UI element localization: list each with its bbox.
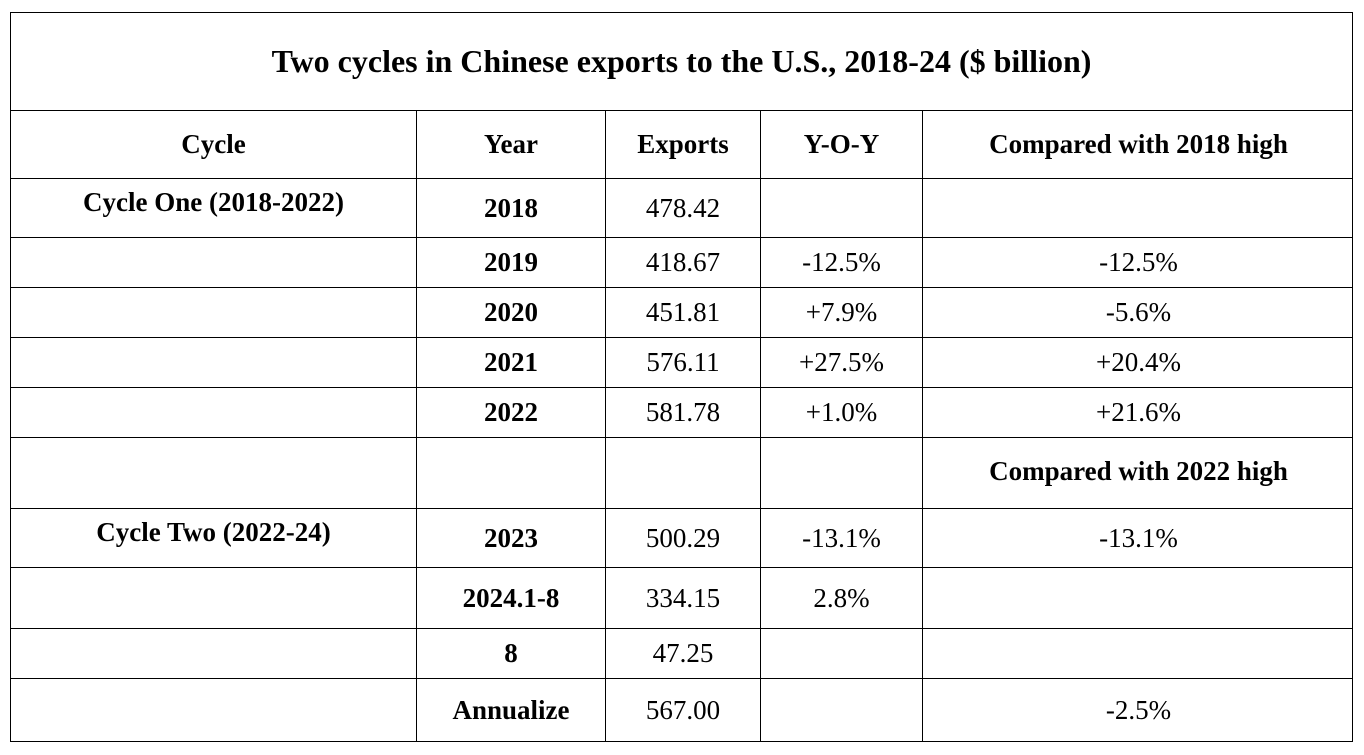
yoy-cell: [760, 679, 922, 741]
compared-cell: [922, 179, 1354, 237]
exports-cell: 581.78: [605, 388, 760, 437]
yoy-cell: -12.5%: [760, 238, 922, 287]
year-cell: 2021: [416, 338, 605, 387]
table-row: Cycle One (2018-2022) 2018 478.42: [11, 179, 1352, 238]
header-row: Cycle Year Exports Y-O-Y Compared with 2…: [11, 111, 1352, 179]
table-row: 2021 576.11 +27.5% +20.4%: [11, 338, 1352, 388]
year-cell: [416, 438, 605, 508]
yoy-cell: -13.1%: [760, 509, 922, 567]
exports-cell: 478.42: [605, 179, 760, 237]
header-yoy: Y-O-Y: [760, 111, 922, 178]
table-title: Two cycles in Chinese exports to the U.S…: [11, 13, 1352, 111]
yoy-cell: 2.8%: [760, 568, 922, 628]
exports-cell: 47.25: [605, 629, 760, 678]
compared-cell: +21.6%: [922, 388, 1354, 437]
header-year: Year: [416, 111, 605, 178]
yoy-cell: +1.0%: [760, 388, 922, 437]
table-row: 2019 418.67 -12.5% -12.5%: [11, 238, 1352, 288]
cycle-label: Cycle Two (2022-24): [96, 517, 331, 547]
header-cycle: Cycle: [181, 129, 246, 159]
year-cell: 2024.1-8: [416, 568, 605, 628]
cycle-label: [11, 568, 416, 628]
yoy-cell: [760, 629, 922, 678]
compared-cell: -5.6%: [922, 288, 1354, 337]
year-cell: 2023: [416, 509, 605, 567]
table-row: Annualize 567.00 -2.5%: [11, 679, 1352, 741]
header-compared: Compared with 2018 high: [922, 111, 1354, 178]
table-row: 8 47.25: [11, 629, 1352, 679]
year-cell: 8: [416, 629, 605, 678]
compared-cell: [922, 568, 1354, 628]
cycle-label: Cycle One (2018-2022): [83, 187, 344, 217]
compared-cell: [922, 629, 1354, 678]
yoy-cell: [760, 179, 922, 237]
yoy-cell: +27.5%: [760, 338, 922, 387]
exports-cell: 567.00: [605, 679, 760, 741]
compared-cell: +20.4%: [922, 338, 1354, 387]
exports-cell: 418.67: [605, 238, 760, 287]
cycle-label: [11, 679, 416, 741]
table-row: Cycle Two (2022-24) 2023 500.29 -13.1% -…: [11, 509, 1352, 568]
exports-cell: [605, 438, 760, 508]
table-row: 2020 451.81 +7.9% -5.6%: [11, 288, 1352, 338]
exports-cell: 334.15: [605, 568, 760, 628]
year-cell: 2022: [416, 388, 605, 437]
year-cell: 2020: [416, 288, 605, 337]
compared-cell: -2.5%: [922, 679, 1354, 741]
year-cell: Annualize: [416, 679, 605, 741]
yoy-cell: +7.9%: [760, 288, 922, 337]
subheader-row: Compared with 2022 high: [11, 438, 1352, 509]
table-row: 2022 581.78 +1.0% +21.6%: [11, 388, 1352, 438]
year-cell: 2018: [416, 179, 605, 237]
exports-table: Two cycles in Chinese exports to the U.S…: [10, 12, 1353, 742]
year-cell: 2019: [416, 238, 605, 287]
cycle-label: [11, 388, 416, 437]
cycle-label: [11, 238, 416, 287]
subheader-compared: Compared with 2022 high: [922, 438, 1354, 508]
cycle-label: [11, 338, 416, 387]
cycle-label: [11, 438, 416, 508]
table-row: 2024.1-8 334.15 2.8%: [11, 568, 1352, 629]
cycle-label: [11, 629, 416, 678]
header-exports: Exports: [605, 111, 760, 178]
yoy-cell: [760, 438, 922, 508]
compared-cell: -13.1%: [922, 509, 1354, 567]
compared-cell: -12.5%: [922, 238, 1354, 287]
cycle-label: [11, 288, 416, 337]
exports-cell: 576.11: [605, 338, 760, 387]
exports-cell: 500.29: [605, 509, 760, 567]
exports-cell: 451.81: [605, 288, 760, 337]
